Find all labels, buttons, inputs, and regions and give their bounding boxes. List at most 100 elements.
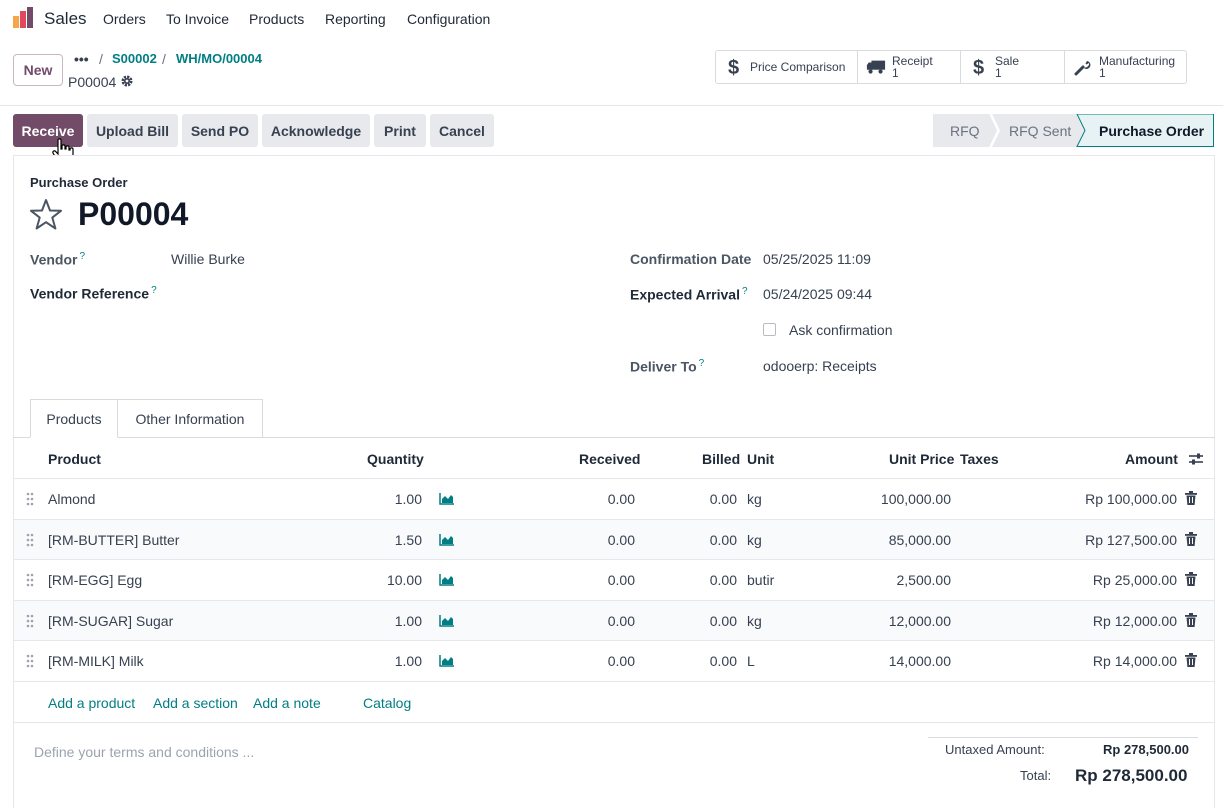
gear-icon[interactable] [120, 74, 134, 88]
receipt-button[interactable]: Receipt 1 [858, 51, 961, 83]
column-unit-price[interactable]: Unit Price [889, 451, 955, 467]
help-icon[interactable]: ? [151, 285, 157, 296]
send-po-button[interactable]: Send PO [182, 114, 258, 147]
terms-conditions-field[interactable]: Define your terms and conditions ... [34, 744, 255, 760]
column-amount[interactable]: Amount [1125, 451, 1178, 467]
star-icon[interactable] [29, 198, 63, 230]
unit-cell[interactable]: L [747, 653, 755, 669]
drag-handle-icon[interactable] [26, 573, 34, 587]
product-cell[interactable]: [RM-BUTTER] Butter [48, 532, 180, 548]
product-cell[interactable]: Almond [48, 491, 96, 507]
amount-cell: Rp 14,000.00 [1092, 653, 1177, 669]
table-row[interactable]: [RM-EGG] Egg 10.00 0.00 0.00 butir 2,500… [14, 559, 1214, 599]
sales-app-icon[interactable] [12, 7, 34, 29]
deliver-to-field[interactable]: odooerp: Receipts [763, 358, 877, 374]
unit-price-cell[interactable]: 2,500.00 [896, 572, 952, 588]
trash-icon[interactable] [1185, 572, 1197, 586]
nav-reporting[interactable]: Reporting [325, 11, 386, 27]
breadcrumb-mo[interactable]: WH/MO/00004 [176, 51, 262, 66]
drag-handle-icon[interactable] [26, 533, 34, 547]
table-row[interactable]: [RM-BUTTER] Butter 1.50 0.00 0.00 kg 85,… [14, 519, 1214, 559]
catalog-link[interactable]: Catalog [363, 695, 412, 711]
add-line-row: Add a product Add a section Add a note C… [14, 681, 1214, 723]
drag-handle-icon[interactable] [26, 614, 34, 628]
print-button[interactable]: Print [374, 114, 426, 147]
product-cell[interactable]: [RM-SUGAR] Sugar [48, 613, 174, 629]
ask-confirmation-label: Ask confirmation [789, 322, 893, 338]
untaxed-amount-label: Untaxed Amount: [945, 742, 1045, 757]
forecast-chart-icon[interactable] [439, 614, 455, 627]
unit-price-cell[interactable]: 14,000.00 [888, 653, 951, 669]
acknowledge-button[interactable]: Acknowledge [262, 114, 370, 147]
help-icon[interactable]: ? [79, 251, 86, 262]
trash-icon[interactable] [1185, 613, 1197, 627]
forecast-chart-icon[interactable] [439, 654, 455, 667]
expected-arrival-field[interactable]: 05/24/2025 09:44 [763, 286, 872, 302]
column-taxes[interactable]: Taxes [960, 451, 999, 467]
breadcrumb-sale-order[interactable]: S00002 [112, 51, 157, 66]
forecast-chart-icon[interactable] [439, 492, 455, 505]
confirmation-date-field[interactable]: 05/25/2025 11:09 [763, 251, 871, 267]
product-cell[interactable]: [RM-EGG] Egg [48, 572, 143, 588]
table-row[interactable]: [RM-MILK] Milk 1.00 0.00 0.00 L 14,000.0… [14, 640, 1214, 680]
price-comparison-button[interactable]: $ Price Comparison [716, 51, 858, 83]
quantity-cell[interactable]: 1.00 [394, 653, 422, 669]
product-cell[interactable]: [RM-MILK] Milk [48, 653, 144, 669]
column-received[interactable]: Received [579, 451, 641, 467]
unit-cell[interactable]: kg [747, 491, 762, 507]
nav-products[interactable]: Products [249, 11, 305, 27]
billed-cell: 0.00 [709, 613, 737, 629]
tab-products[interactable]: Products [30, 399, 118, 438]
table-row[interactable]: Almond 1.00 0.00 0.00 kg 100,000.00 Rp 1… [14, 478, 1214, 518]
add-product-link[interactable]: Add a product [48, 695, 136, 711]
unit-cell[interactable]: kg [747, 613, 762, 629]
vendor-reference-label: Vendor Reference? [30, 285, 157, 302]
forecast-chart-icon[interactable] [439, 573, 455, 586]
vendor-reference-field[interactable] [171, 283, 591, 305]
forecast-chart-icon[interactable] [439, 533, 455, 546]
unit-price-cell[interactable]: 85,000.00 [888, 532, 951, 548]
ask-confirmation-checkbox[interactable] [763, 323, 776, 336]
nav-orders[interactable]: Orders [103, 11, 146, 27]
cancel-button[interactable]: Cancel [430, 114, 494, 147]
app-name[interactable]: Sales [44, 9, 87, 28]
stage-purchase-order[interactable]: Purchase Order [1099, 122, 1205, 139]
column-unit[interactable]: Unit [747, 451, 775, 467]
upload-bill-button[interactable]: Upload Bill [87, 114, 178, 147]
add-section-link[interactable]: Add a section [153, 695, 238, 711]
manufacturing-button[interactable]: Manufacturing 1 [1065, 51, 1186, 83]
trash-icon[interactable] [1185, 491, 1197, 505]
unit-cell[interactable]: kg [747, 532, 762, 548]
tab-other-information[interactable]: Other Information [117, 399, 263, 438]
help-icon[interactable]: ? [698, 358, 705, 369]
unit-price-cell[interactable]: 100,000.00 [880, 491, 951, 507]
optional-columns-icon[interactable] [1188, 452, 1204, 466]
quantity-cell[interactable]: 10.00 [386, 572, 422, 588]
column-billed[interactable]: Billed [702, 451, 741, 467]
quantity-cell[interactable]: 1.50 [394, 532, 422, 548]
drag-handle-icon[interactable] [26, 492, 34, 506]
quantity-cell[interactable]: 1.00 [394, 491, 422, 507]
sale-button[interactable]: $ Sale 1 [961, 51, 1065, 83]
breadcrumb-more-icon[interactable]: ••• [74, 51, 89, 67]
untaxed-amount-value: Rp 278,500.00 [1103, 742, 1190, 757]
nav-configuration[interactable]: Configuration [407, 11, 491, 27]
trash-icon[interactable] [1185, 653, 1197, 667]
add-note-link[interactable]: Add a note [253, 695, 321, 711]
column-quantity[interactable]: Quantity [367, 451, 424, 467]
quantity-cell[interactable]: 1.00 [394, 613, 422, 629]
new-button[interactable]: New [13, 54, 63, 86]
vendor-field[interactable]: Willie Burke [171, 251, 245, 267]
receive-button[interactable]: Receive [13, 114, 83, 147]
drag-handle-icon[interactable] [26, 654, 34, 668]
stage-rfq[interactable]: RFQ [950, 122, 980, 139]
table-row[interactable]: [RM-SUGAR] Sugar 1.00 0.00 0.00 kg 12,00… [14, 600, 1214, 640]
unit-cell[interactable]: butir [747, 572, 775, 588]
column-product[interactable]: Product [48, 451, 101, 467]
trash-icon[interactable] [1185, 532, 1197, 546]
deliver-to-label: Deliver To? [630, 358, 705, 375]
nav-to-invoice[interactable]: To Invoice [166, 11, 230, 27]
stage-rfq-sent[interactable]: RFQ Sent [1009, 122, 1072, 139]
unit-price-cell[interactable]: 12,000.00 [888, 613, 951, 629]
help-icon[interactable]: ? [741, 286, 748, 297]
